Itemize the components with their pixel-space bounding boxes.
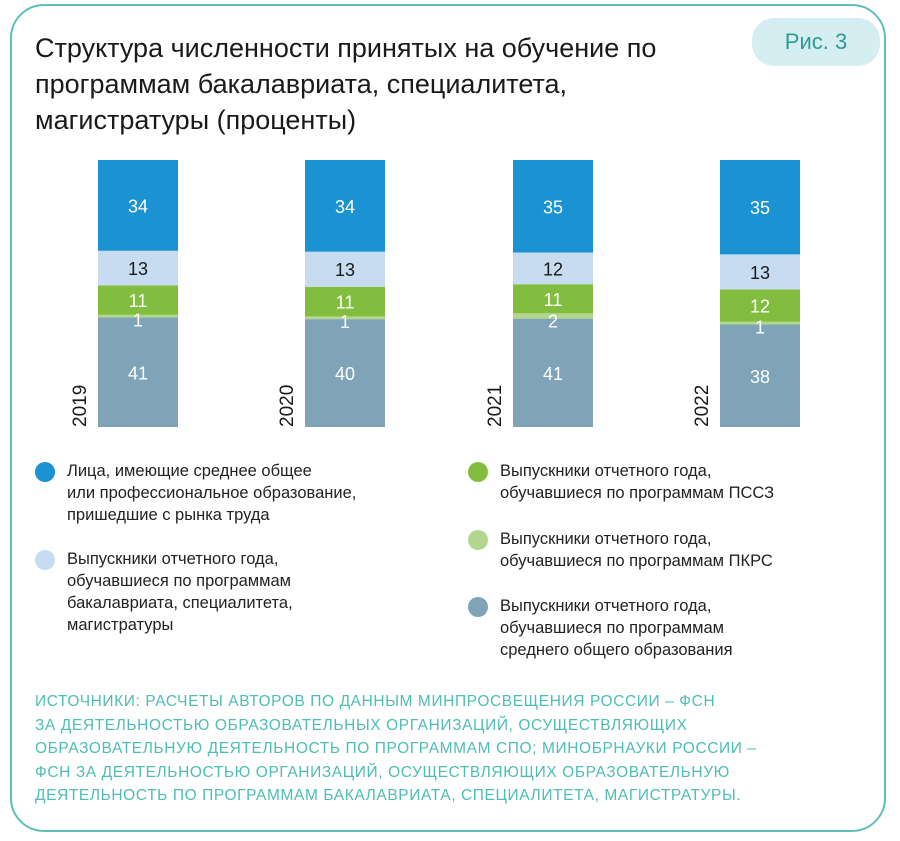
bar-segment (513, 318, 593, 427)
data-label: 35 (543, 197, 563, 217)
data-label: 11 (336, 293, 355, 313)
data-label: 35 (750, 198, 770, 218)
legend-swatch (468, 462, 488, 482)
legend-item: Лица, имеющие среднее общее или професси… (35, 460, 356, 526)
bar-segment (305, 160, 385, 252)
bar-segment (305, 286, 385, 317)
bar-segment (98, 250, 178, 286)
figure-badge: Рис. 3 (752, 18, 880, 66)
bar-segment (513, 284, 593, 314)
figure-card (10, 4, 886, 832)
data-label: 1 (133, 311, 143, 331)
data-label: 1 (340, 312, 350, 332)
data-label: 13 (128, 259, 148, 279)
legend-item: Выпускники отчетного года, обучавшиеся п… (35, 548, 293, 636)
data-label: 34 (335, 197, 355, 217)
bar-segment (305, 251, 385, 287)
data-label: 1 (755, 318, 765, 338)
data-label: 13 (335, 260, 355, 280)
legend-item: Выпускники отчетного года, обучавшиеся п… (468, 460, 774, 504)
legend-swatch (468, 530, 488, 550)
legend-swatch (468, 597, 488, 617)
legend-label: Выпускники отчетного года, обучавшиеся п… (500, 462, 775, 502)
data-label: 13 (750, 263, 770, 283)
bar-segment (98, 285, 178, 315)
bar-segment (720, 321, 800, 325)
x-tick-label: 2019 (70, 385, 91, 427)
bar-segment (513, 252, 593, 285)
data-label: 34 (128, 196, 148, 216)
legend-swatch (35, 550, 55, 570)
data-label: 12 (750, 297, 770, 317)
bar-segment (720, 160, 800, 255)
x-tick-label: 2021 (485, 385, 506, 427)
bar-segment (98, 317, 178, 427)
legend-item: Выпускники отчетного года, обучавшиеся п… (468, 528, 773, 572)
data-label: 41 (128, 363, 148, 383)
bar-segment (305, 319, 385, 427)
legend-swatch (35, 462, 55, 482)
legend-label: Выпускники отчетного года, обучавшиеся п… (500, 530, 773, 570)
stacked-bar-chart: 2019 2020 2021 2022411111334401111334412111… (70, 160, 800, 427)
data-label: 12 (543, 259, 563, 279)
legend-item: Выпускники отчетного года, обучавшиеся п… (468, 595, 733, 661)
x-tick-label: 2020 (277, 385, 298, 427)
legend-label: Выпускники отчетного года, обучавшиеся п… (500, 597, 733, 659)
legend-label: Выпускники отчетного года, обучавшиеся п… (67, 550, 293, 634)
data-label: 40 (335, 364, 355, 384)
x-tick-label: 2022 (692, 385, 713, 427)
source-line: ЗА ДЕЯТЕЛЬНОСТЬЮ ОБРАЗОВАТЕЛЬНЫХ ОРГАНИЗ… (35, 716, 688, 734)
bar-segment (720, 289, 800, 322)
bar-segment (98, 314, 178, 318)
data-label: 11 (129, 291, 148, 311)
data-label: 11 (544, 290, 563, 310)
bar-segment (305, 316, 385, 320)
bar-segment (98, 160, 178, 251)
bar-segment (720, 254, 800, 290)
data-label: 2 (548, 312, 558, 332)
legend-label: Лица, имеющие среднее общее или професси… (67, 462, 357, 524)
chart-title: Структура численности принятых на обучен… (35, 33, 657, 135)
source-line: ДЕЯТЕЛЬНОСТЬ ПО ПРОГРАММАМ БАКАЛАВРИАТА,… (35, 787, 742, 804)
bar-segment (513, 313, 593, 319)
source-line: ФСН ЗА ДЕЯТЕЛЬНОСТЬЮ ОРГАНИЗАЦИЙ, ОСУЩЕС… (35, 763, 730, 781)
source-line: ОБРАЗОВАТЕЛЬНУЮ ДЕЯТЕЛЬНОСТЬ ПО ПРОГРАММ… (35, 740, 757, 757)
data-label: 41 (543, 364, 563, 384)
source-note: ИСТОЧНИКИ: РАСЧЕТЫ АВТОРОВ ПО ДАННЫМ МИН… (35, 690, 757, 808)
bar-segment (720, 324, 800, 427)
data-label: 38 (750, 367, 770, 387)
source-line: ИСТОЧНИКИ: РАСЧЕТЫ АВТОРОВ ПО ДАННЫМ МИН… (35, 693, 716, 710)
bar-segment (513, 160, 593, 253)
